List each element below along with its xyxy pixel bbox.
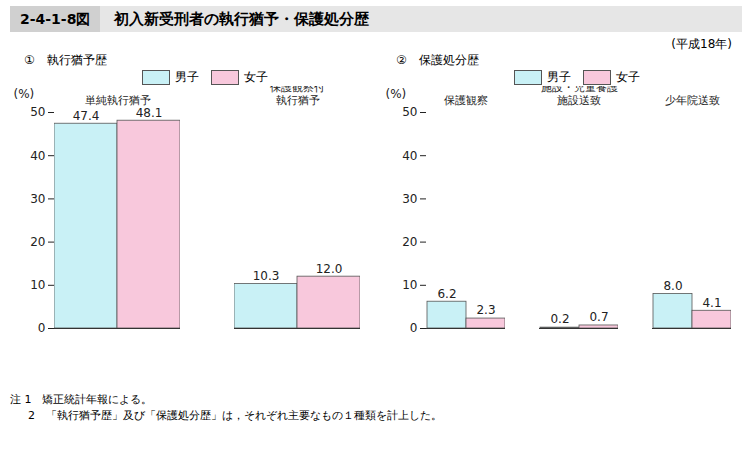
svg-text:30: 30 bbox=[402, 192, 417, 206]
svg-text:保護観察: 保護観察 bbox=[444, 94, 488, 107]
svg-text:10.3: 10.3 bbox=[253, 269, 280, 283]
svg-text:10: 10 bbox=[30, 278, 45, 292]
html-text:男子: 男子 bbox=[547, 69, 571, 84]
svg-text:(%): (%) bbox=[386, 87, 407, 101]
svg-text:単純執行猶予: 単純執行猶予 bbox=[85, 94, 151, 107]
svg-text:0: 0 bbox=[410, 321, 418, 335]
svg-text:47.4: 47.4 bbox=[73, 109, 100, 123]
svg-text:10: 10 bbox=[402, 278, 417, 292]
svg-text:20: 20 bbox=[402, 235, 417, 249]
svg-text:2.3: 2.3 bbox=[476, 303, 495, 317]
svg-text:児童自立支援施設・児童養護施設送致: 児童自立支援施設・児童養護施設送致 bbox=[541, 86, 618, 107]
svg-text:20: 20 bbox=[30, 235, 45, 249]
svg-text:0.7: 0.7 bbox=[589, 310, 608, 324]
svg-text:0: 0 bbox=[38, 321, 46, 335]
html-text:(平成18年): (平成18年) bbox=[671, 37, 732, 51]
svg-text:50: 50 bbox=[30, 105, 45, 119]
svg-text:少年院送致: 少年院送致 bbox=[665, 94, 720, 107]
svg-text:保護観察付執行猶予: 保護観察付執行猶予 bbox=[270, 86, 325, 107]
svg-text:(%): (%) bbox=[14, 87, 35, 101]
svg-text:48.1: 48.1 bbox=[136, 106, 163, 120]
svg-text:40: 40 bbox=[30, 149, 45, 163]
html-text:女子: 女子 bbox=[616, 69, 640, 84]
html-text:2-4-1-8図: 2-4-1-8図 bbox=[20, 11, 91, 27]
svg-text:50: 50 bbox=[402, 105, 417, 119]
svg-text:6.2: 6.2 bbox=[437, 287, 456, 301]
svg-text:0.2: 0.2 bbox=[550, 312, 569, 326]
svg-text:40: 40 bbox=[402, 149, 417, 163]
html-text:女子: 女子 bbox=[244, 69, 268, 84]
html-text:② 保護処分歴: ② 保護処分歴 bbox=[396, 53, 479, 67]
html-text:注 1 矯正統計年報による。: 注 1 矯正統計年報による。 bbox=[10, 393, 153, 406]
html-text:男子: 男子 bbox=[175, 69, 199, 84]
svg-text:8.0: 8.0 bbox=[663, 279, 682, 293]
html-text:初入新受刑者の執行猶予・保護処分歴: 初入新受刑者の執行猶予・保護処分歴 bbox=[114, 9, 370, 28]
svg-text:30: 30 bbox=[30, 192, 45, 206]
svg-text:12.0: 12.0 bbox=[316, 262, 343, 276]
html-text:2 「執行猶予歴」及び「保護処分歴」は，それぞれ主要なもの１: 2 「執行猶予歴」及び「保護処分歴」は，それぞれ主要なもの１種類を計上した。 bbox=[28, 409, 442, 422]
svg-text:4.1: 4.1 bbox=[702, 296, 721, 310]
html-text:① 執行猶予歴: ① 執行猶予歴 bbox=[24, 53, 107, 67]
